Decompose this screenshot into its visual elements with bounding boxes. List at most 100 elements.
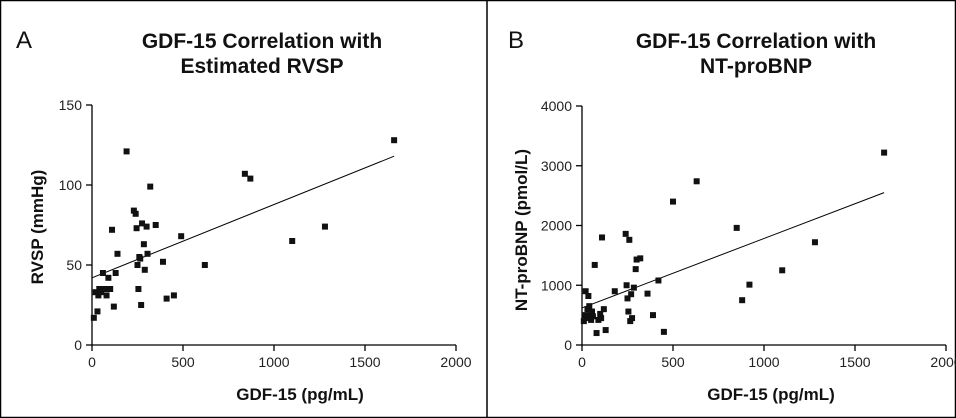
panel-a-x-axis-label: GDF-15 (pg/mL) (236, 385, 364, 404)
panel-a-data-point (135, 286, 142, 292)
panel-b-y-tick-label: 3000 (541, 158, 572, 174)
panel-a-y-tick-label: 150 (59, 97, 83, 113)
panel-b-y-tick-label: 0 (564, 337, 572, 353)
panel-b-x-tick-label: 0 (578, 354, 586, 370)
panel-b-y-tick-label: 4000 (541, 98, 572, 114)
panel-a-data-point (98, 289, 105, 296)
panel-b: B GDF-15 Correlation with NT-proBNP GDF-… (508, 27, 956, 404)
panel-a-data-point (137, 255, 144, 262)
panel-a-data-point (134, 262, 141, 268)
panel-b-data-point (589, 308, 596, 315)
panel-a-x-tick-label: 500 (171, 354, 195, 370)
panel-b-trendline-group (581, 192, 885, 309)
panel-b-data-point (597, 310, 604, 317)
panel-a-letter: A (16, 27, 32, 54)
panel-a-data-point (143, 223, 150, 230)
panel-a-y-tick-label: 100 (59, 177, 83, 193)
panel-a-data-point (105, 274, 112, 281)
panel-a-data-point (170, 292, 177, 299)
panel-a-data-point (201, 262, 208, 268)
panel-a-data-point (130, 207, 137, 214)
panel-a-data-point (112, 270, 119, 276)
panel-b-data-point (611, 288, 618, 295)
panel-a-x-tick-label: 1000 (258, 354, 289, 370)
panel-a-data-point (152, 222, 159, 228)
panel-b-data-point (593, 330, 600, 337)
panel-b-data-point (599, 234, 606, 241)
panel-b-data-point (591, 261, 598, 268)
panel-b-data-point (622, 230, 629, 237)
panel-b-x-tick-label: 1000 (748, 354, 779, 370)
panel-b-data-point (630, 284, 637, 291)
panel-b-letter: B (508, 27, 524, 54)
panel-b-data-point (644, 290, 651, 297)
panel-a-data-point (178, 233, 185, 240)
panel-b-data-point (600, 306, 607, 313)
panel-a-data-point (139, 220, 146, 227)
panel-a-title-line1: GDF-15 Correlation with (142, 30, 382, 53)
panel-a-title-line2: Estimated RVSP (180, 55, 343, 78)
panel-b-data-point (632, 266, 639, 273)
panel-b-data-point (582, 288, 589, 295)
panel-a-data-point (241, 170, 248, 177)
panel-a-data-point (90, 314, 97, 321)
panel-b-data-point (626, 236, 633, 243)
panel-b-data-point (589, 313, 596, 320)
panel-b-data-point (881, 149, 888, 156)
panel-a-x-tick-label: 1500 (349, 354, 380, 370)
panel-b-data-point (779, 267, 786, 274)
panel-b-data-point (623, 282, 630, 289)
panel-b-x-tick-label: 1500 (839, 354, 870, 370)
panel-b-data-point (598, 315, 605, 322)
panel-b-y-tick-label: 1000 (541, 277, 572, 293)
panel-a: A GDF-15 Correlation with Estimated RVSP… (16, 27, 472, 404)
panel-b-data-point (733, 224, 740, 231)
panel-b-y-axis-label: NT-proBNP (pmol/L) (512, 149, 531, 311)
panel-a-data-point (95, 292, 102, 299)
panel-b-data-point (585, 293, 592, 300)
panel-b-data-point (602, 327, 609, 334)
panel-a-points (90, 137, 398, 321)
panel-a-x-tick-label: 2000 (440, 354, 471, 370)
panel-a-data-point (140, 241, 147, 248)
panel-a-data-point (107, 286, 114, 292)
panel-b-title-line1: GDF-15 Correlation with (636, 30, 876, 53)
panel-a-data-point (144, 250, 151, 257)
panel-a-data-point (138, 302, 145, 308)
panel-b-ticks: 0 500 1000 1500 2000 0 1000 2000 3000 4000 (541, 98, 956, 370)
panel-a-x-tick-label: 0 (88, 354, 96, 370)
panel-a-data-point (99, 270, 106, 276)
panel-b-title-line2: NT-proBNP (700, 55, 812, 78)
panel-b-x-tick-label: 500 (661, 354, 685, 370)
panel-a-data-point (133, 225, 140, 232)
panel-b-data-point (633, 256, 640, 263)
panel-b-x-axis-label: GDF-15 (pg/mL) (707, 385, 835, 404)
panel-b-data-point (739, 297, 746, 304)
panel-b-data-point (811, 239, 818, 246)
panel-a-data-point (92, 289, 99, 296)
panel-b-data-point (670, 198, 676, 205)
panel-b-data-point (746, 281, 753, 288)
panel-a-data-point (289, 238, 296, 244)
panel-a-data-point (109, 226, 116, 233)
panel-b-data-point (628, 291, 635, 298)
panel-b-x-tick-label: 2000 (930, 354, 956, 370)
panel-a-data-point (247, 175, 254, 182)
panel-a-data-point (163, 295, 170, 302)
panel-b-data-point (583, 315, 590, 322)
panel-b-data-point (655, 277, 662, 284)
panel-a-data-point (96, 286, 103, 292)
panel-b-trendline (581, 192, 885, 309)
panel-b-data-point (588, 316, 595, 323)
panel-b-y-tick-label: 2000 (541, 218, 572, 234)
panel-a-data-point (147, 183, 154, 190)
panel-a-data-point (110, 303, 117, 310)
panel-a-y-axis-label: RVSP (mmHg) (28, 170, 47, 285)
panel-a-data-point (123, 148, 130, 155)
panel-a-data-point (101, 286, 108, 292)
panel-a-y-tick-label: 50 (66, 257, 82, 273)
panel-a-data-point (391, 137, 398, 144)
